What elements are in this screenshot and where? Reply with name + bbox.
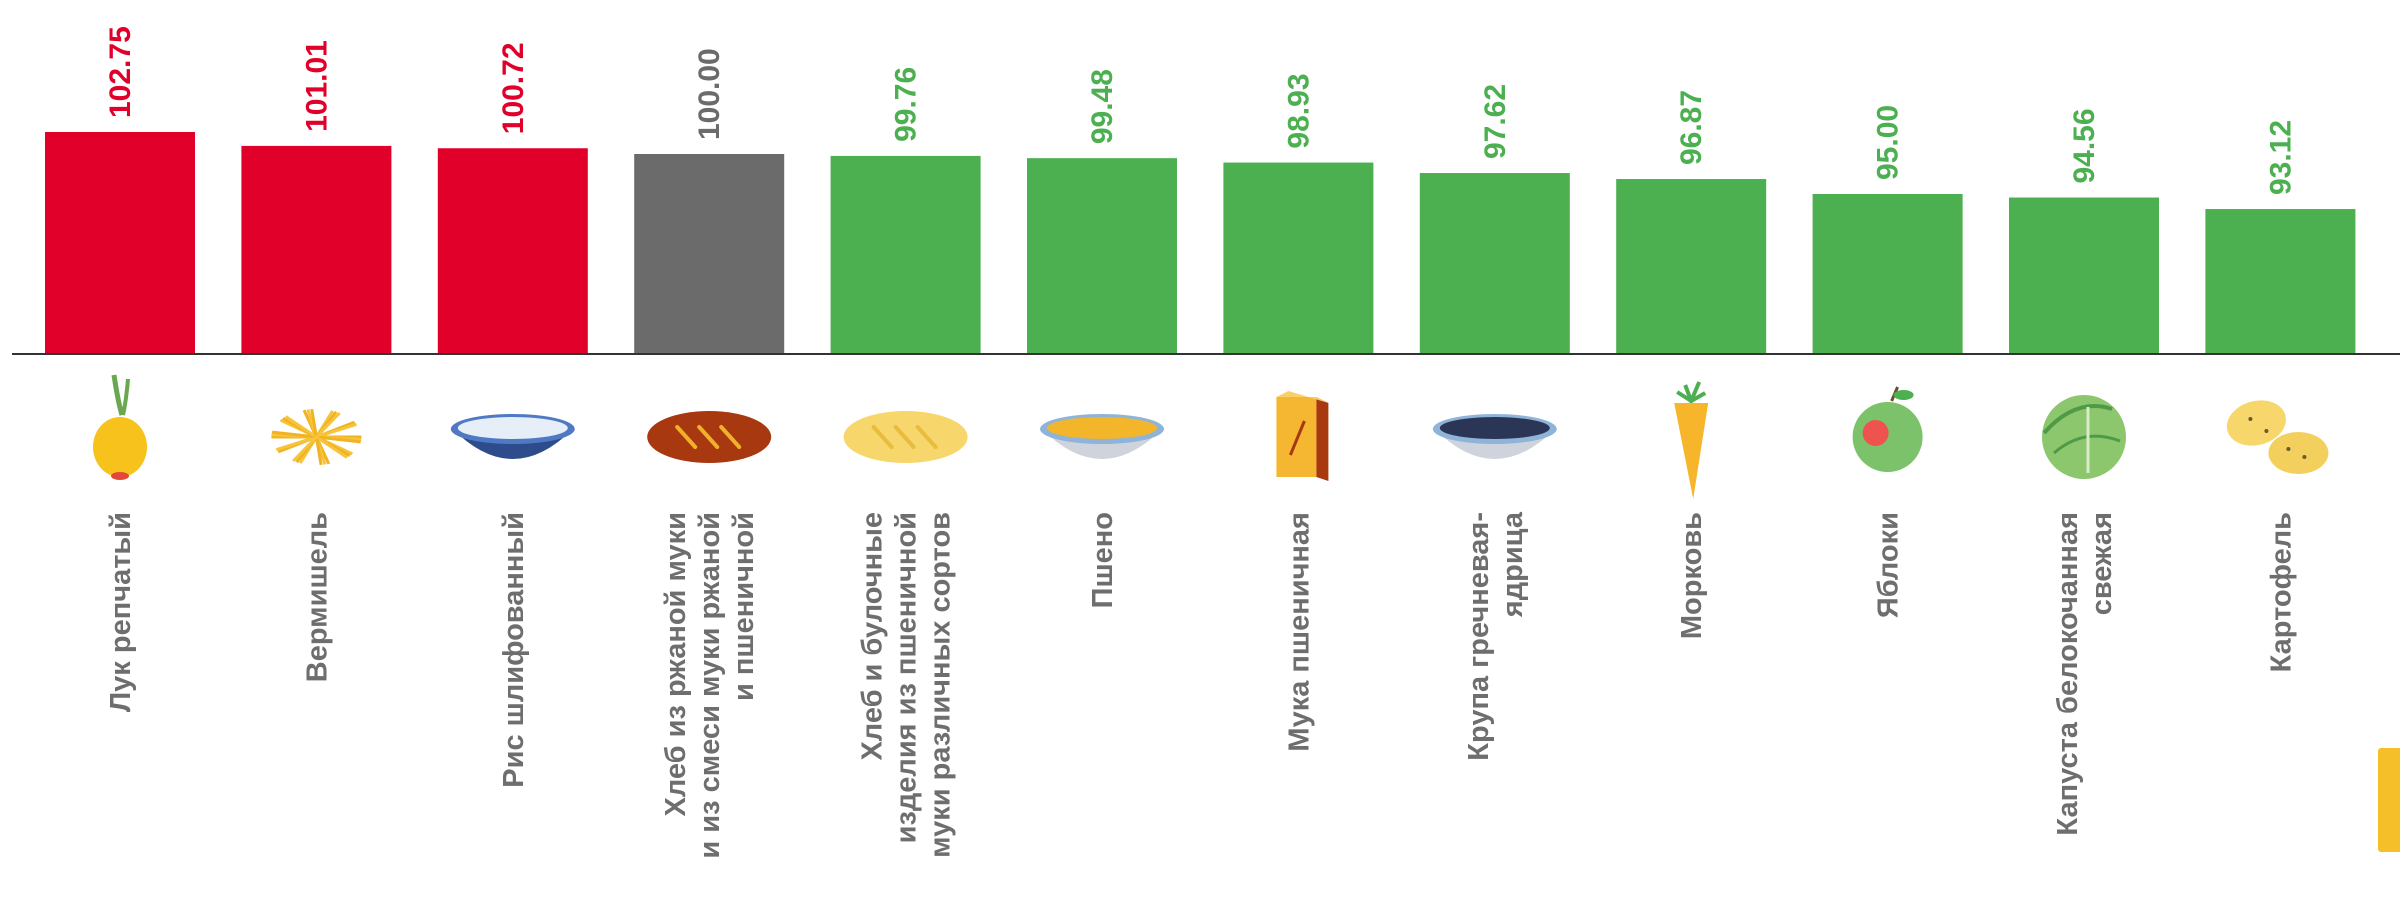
category-label: Морковь	[1676, 512, 1708, 639]
cabbage-icon	[2042, 395, 2126, 479]
data-label: 96.87	[1675, 90, 1708, 165]
apple-icon	[1852, 386, 1923, 472]
category-label: изделия из пшеничной	[891, 512, 923, 843]
category-label: Рис шлифованный	[498, 512, 530, 788]
side-tab[interactable]	[2378, 748, 2400, 852]
category-label: Хлеб и булочные	[857, 512, 889, 761]
bar	[2205, 209, 2356, 354]
rice-bowl-icon	[450, 414, 575, 459]
bar	[1027, 158, 1177, 354]
flour-bag-icon	[1276, 391, 1329, 481]
data-label: 97.62	[1479, 84, 1512, 159]
buckwheat-bowl-icon	[1432, 414, 1557, 459]
category-label: Крупа гречневая-	[1463, 512, 1495, 761]
category-label: Хлеб из ржаной муки	[660, 512, 692, 816]
category-label: муки различных сортов	[925, 512, 957, 858]
category-label: Вермишель	[301, 512, 333, 682]
category-label: Лук репчатый	[105, 512, 137, 712]
onion-icon	[93, 374, 147, 480]
data-label: 99.76	[890, 67, 923, 142]
category-label: и пшеничной	[728, 512, 760, 701]
vermicelli-icon	[271, 408, 362, 466]
data-label: 102.75	[104, 26, 137, 118]
bar	[1419, 173, 1570, 354]
category-label: Яблоки	[1873, 512, 1905, 618]
bar	[1616, 179, 1767, 354]
data-label: 99.48	[1086, 69, 1119, 144]
data-label: 101.01	[300, 40, 333, 132]
bar	[830, 155, 981, 354]
bar	[1223, 162, 1374, 354]
category-label: Капуста белокочанная	[2052, 512, 2084, 836]
category-label: Картофель	[2265, 512, 2297, 672]
bar	[45, 132, 195, 354]
data-label: 98.93	[1282, 73, 1315, 148]
bar	[1812, 194, 1963, 354]
data-label: 95.00	[1872, 105, 1905, 180]
category-label: и из смеси муки ржаной	[694, 512, 726, 859]
carrot-icon	[1674, 381, 1709, 499]
wheat-bread-icon	[843, 411, 968, 463]
category-label: Мука пшеничная	[1283, 512, 1315, 752]
millet-bowl-icon	[1040, 414, 1164, 459]
data-label: 94.56	[2068, 108, 2101, 183]
bar	[634, 154, 785, 354]
category-label: Пшено	[1087, 512, 1119, 608]
category-label: свежая	[2086, 512, 2118, 615]
rye-bread-icon	[647, 411, 772, 463]
potato-icon	[2226, 400, 2329, 474]
bar	[241, 145, 392, 354]
data-label: 93.12	[2264, 120, 2297, 195]
data-label: 100.00	[693, 48, 726, 140]
bar	[437, 148, 588, 354]
data-label: 100.72	[497, 42, 530, 134]
bar	[2009, 197, 2159, 354]
category-label: ядрица	[1497, 511, 1529, 618]
